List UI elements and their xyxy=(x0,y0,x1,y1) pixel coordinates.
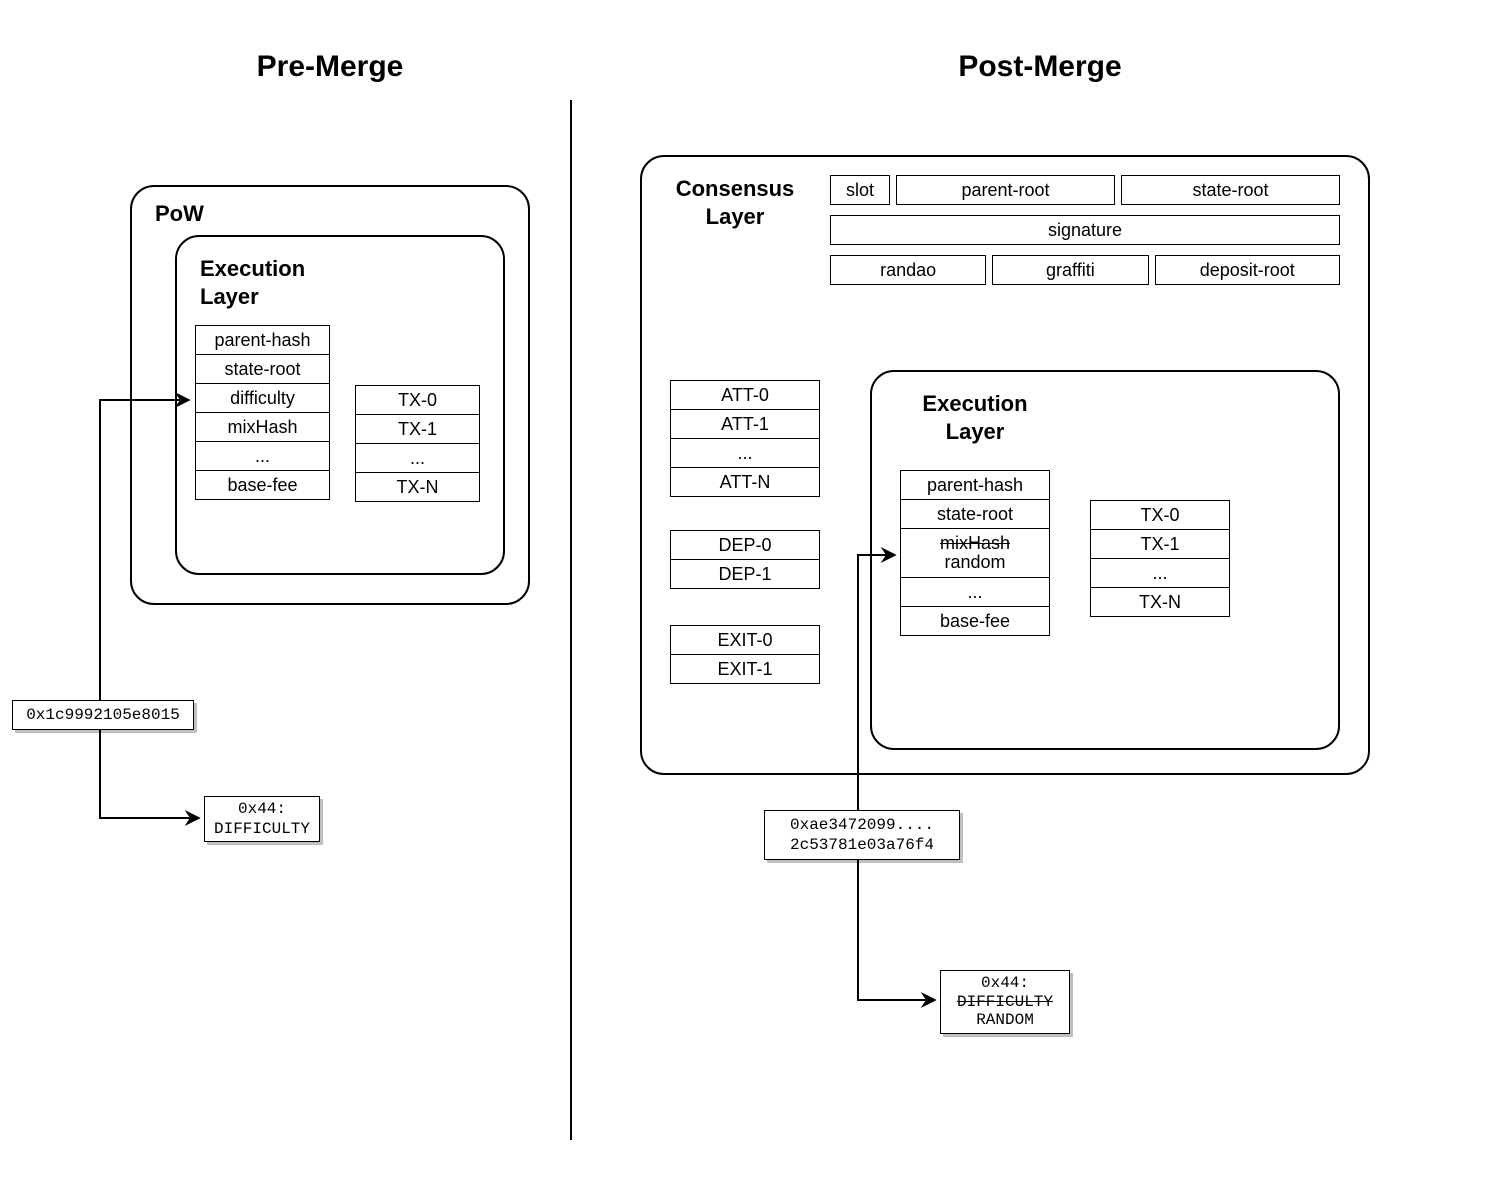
right-arrows xyxy=(0,0,1498,1186)
diagram-canvas: Pre-Merge Post-Merge PoW Execution Layer… xyxy=(0,0,1498,1186)
